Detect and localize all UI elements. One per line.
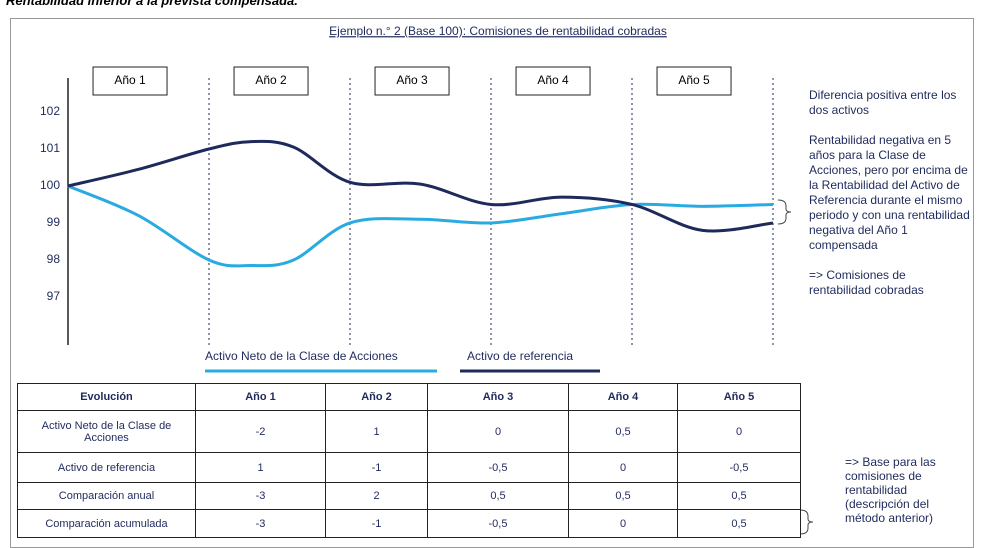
legend-label: Activo Neto de la Clase de Acciones <box>205 349 398 363</box>
period-box <box>233 66 309 96</box>
period-box <box>92 66 168 96</box>
period-label: Año 4 <box>537 73 569 87</box>
table-cell: 0 <box>568 452 678 483</box>
table-cell: 0,5 <box>677 482 801 510</box>
series-line <box>67 184 774 268</box>
table-cell: 0,5 <box>427 482 569 510</box>
y-tick-label: 101 <box>40 141 60 155</box>
table-cell: -0,5 <box>677 452 801 483</box>
period-label: Año 5 <box>678 73 710 87</box>
table-cell: 1 <box>325 410 428 453</box>
period-box <box>656 66 732 96</box>
period-box <box>515 66 591 96</box>
table-row: Comparación acumulada -3 -1 -0,5 0 0,5 <box>17 509 801 538</box>
table: Evolución Año 1 Año 2 Año 3 Año 4 Año 5 Activo… <box>17 383 801 538</box>
table-cell: 0,5 <box>568 410 678 453</box>
column-header: Año 4 <box>568 383 678 411</box>
note: Rentabilidad negativa en 5 años para la … <box>809 133 970 252</box>
table-cell: 0 <box>677 410 801 453</box>
period-label: Año 1 <box>114 73 146 87</box>
table-cell: Activo Neto de la Clase de Acciones <box>17 410 196 453</box>
period-box <box>374 66 450 96</box>
table-row: Comparación anual -3 2 0,5 0,5 0,5 <box>17 482 801 510</box>
table-cell: 0,5 <box>568 482 678 510</box>
brace <box>777 199 792 225</box>
table-cell: -1 <box>325 452 428 483</box>
notes: Diferencia positiva entre los dos activo… <box>809 88 971 313</box>
table-row: Activo de referencia 1 -1 -0,5 0 -0,5 <box>17 452 801 483</box>
table-cell: 0 <box>568 509 678 538</box>
table-cell: 2 <box>325 482 428 510</box>
note: Diferencia positiva entre los dos activo… <box>809 88 957 117</box>
period-label: Año 3 <box>396 73 428 87</box>
table-cell: Comparación acumulada <box>17 509 196 538</box>
column-header: Evolución <box>17 383 196 411</box>
table-cell: 0 <box>427 410 569 453</box>
column-header: Año 1 <box>195 383 326 411</box>
table-cell: -0,5 <box>427 452 569 483</box>
y-tick-label: 98 <box>47 252 61 266</box>
table-cell: Comparación anual <box>17 482 196 510</box>
column-header: Año 2 <box>325 383 428 411</box>
column-header: Año 5 <box>677 383 801 411</box>
note: => Comisiones de rentabilidad cobradas <box>809 268 924 297</box>
table-cell: -3 <box>195 509 326 538</box>
brace <box>799 509 814 535</box>
y-tick-label: 100 <box>40 178 60 192</box>
table-cell: Activo de referencia <box>17 452 196 483</box>
chart-title: Ejemplo n.° 2 (Base 100): Comisiones de … <box>329 24 667 38</box>
table-cell: -1 <box>325 509 428 538</box>
series-line <box>67 139 774 233</box>
table-cell: 1 <box>195 452 326 483</box>
legend-label: Activo de referencia <box>467 349 573 363</box>
header: Rentabilidad inferior a la prevista comp… <box>6 0 298 8</box>
column-header: Año 3 <box>427 383 569 411</box>
table-cell: -0,5 <box>427 509 569 538</box>
table-cell: -3 <box>195 482 326 510</box>
period-label: Año 2 <box>255 73 287 87</box>
table-row: Activo Neto de la Clase de Acciones -2 1 0 0… <box>17 410 801 453</box>
table-cell: 0,5 <box>677 509 801 538</box>
table-cell: -2 <box>195 410 326 453</box>
y-tick-label: 97 <box>47 289 61 303</box>
y-tick-label: 102 <box>40 104 60 118</box>
y-tick-label: 99 <box>47 215 61 229</box>
table-note: => Base para las comisiones de rentabili… <box>845 455 936 525</box>
